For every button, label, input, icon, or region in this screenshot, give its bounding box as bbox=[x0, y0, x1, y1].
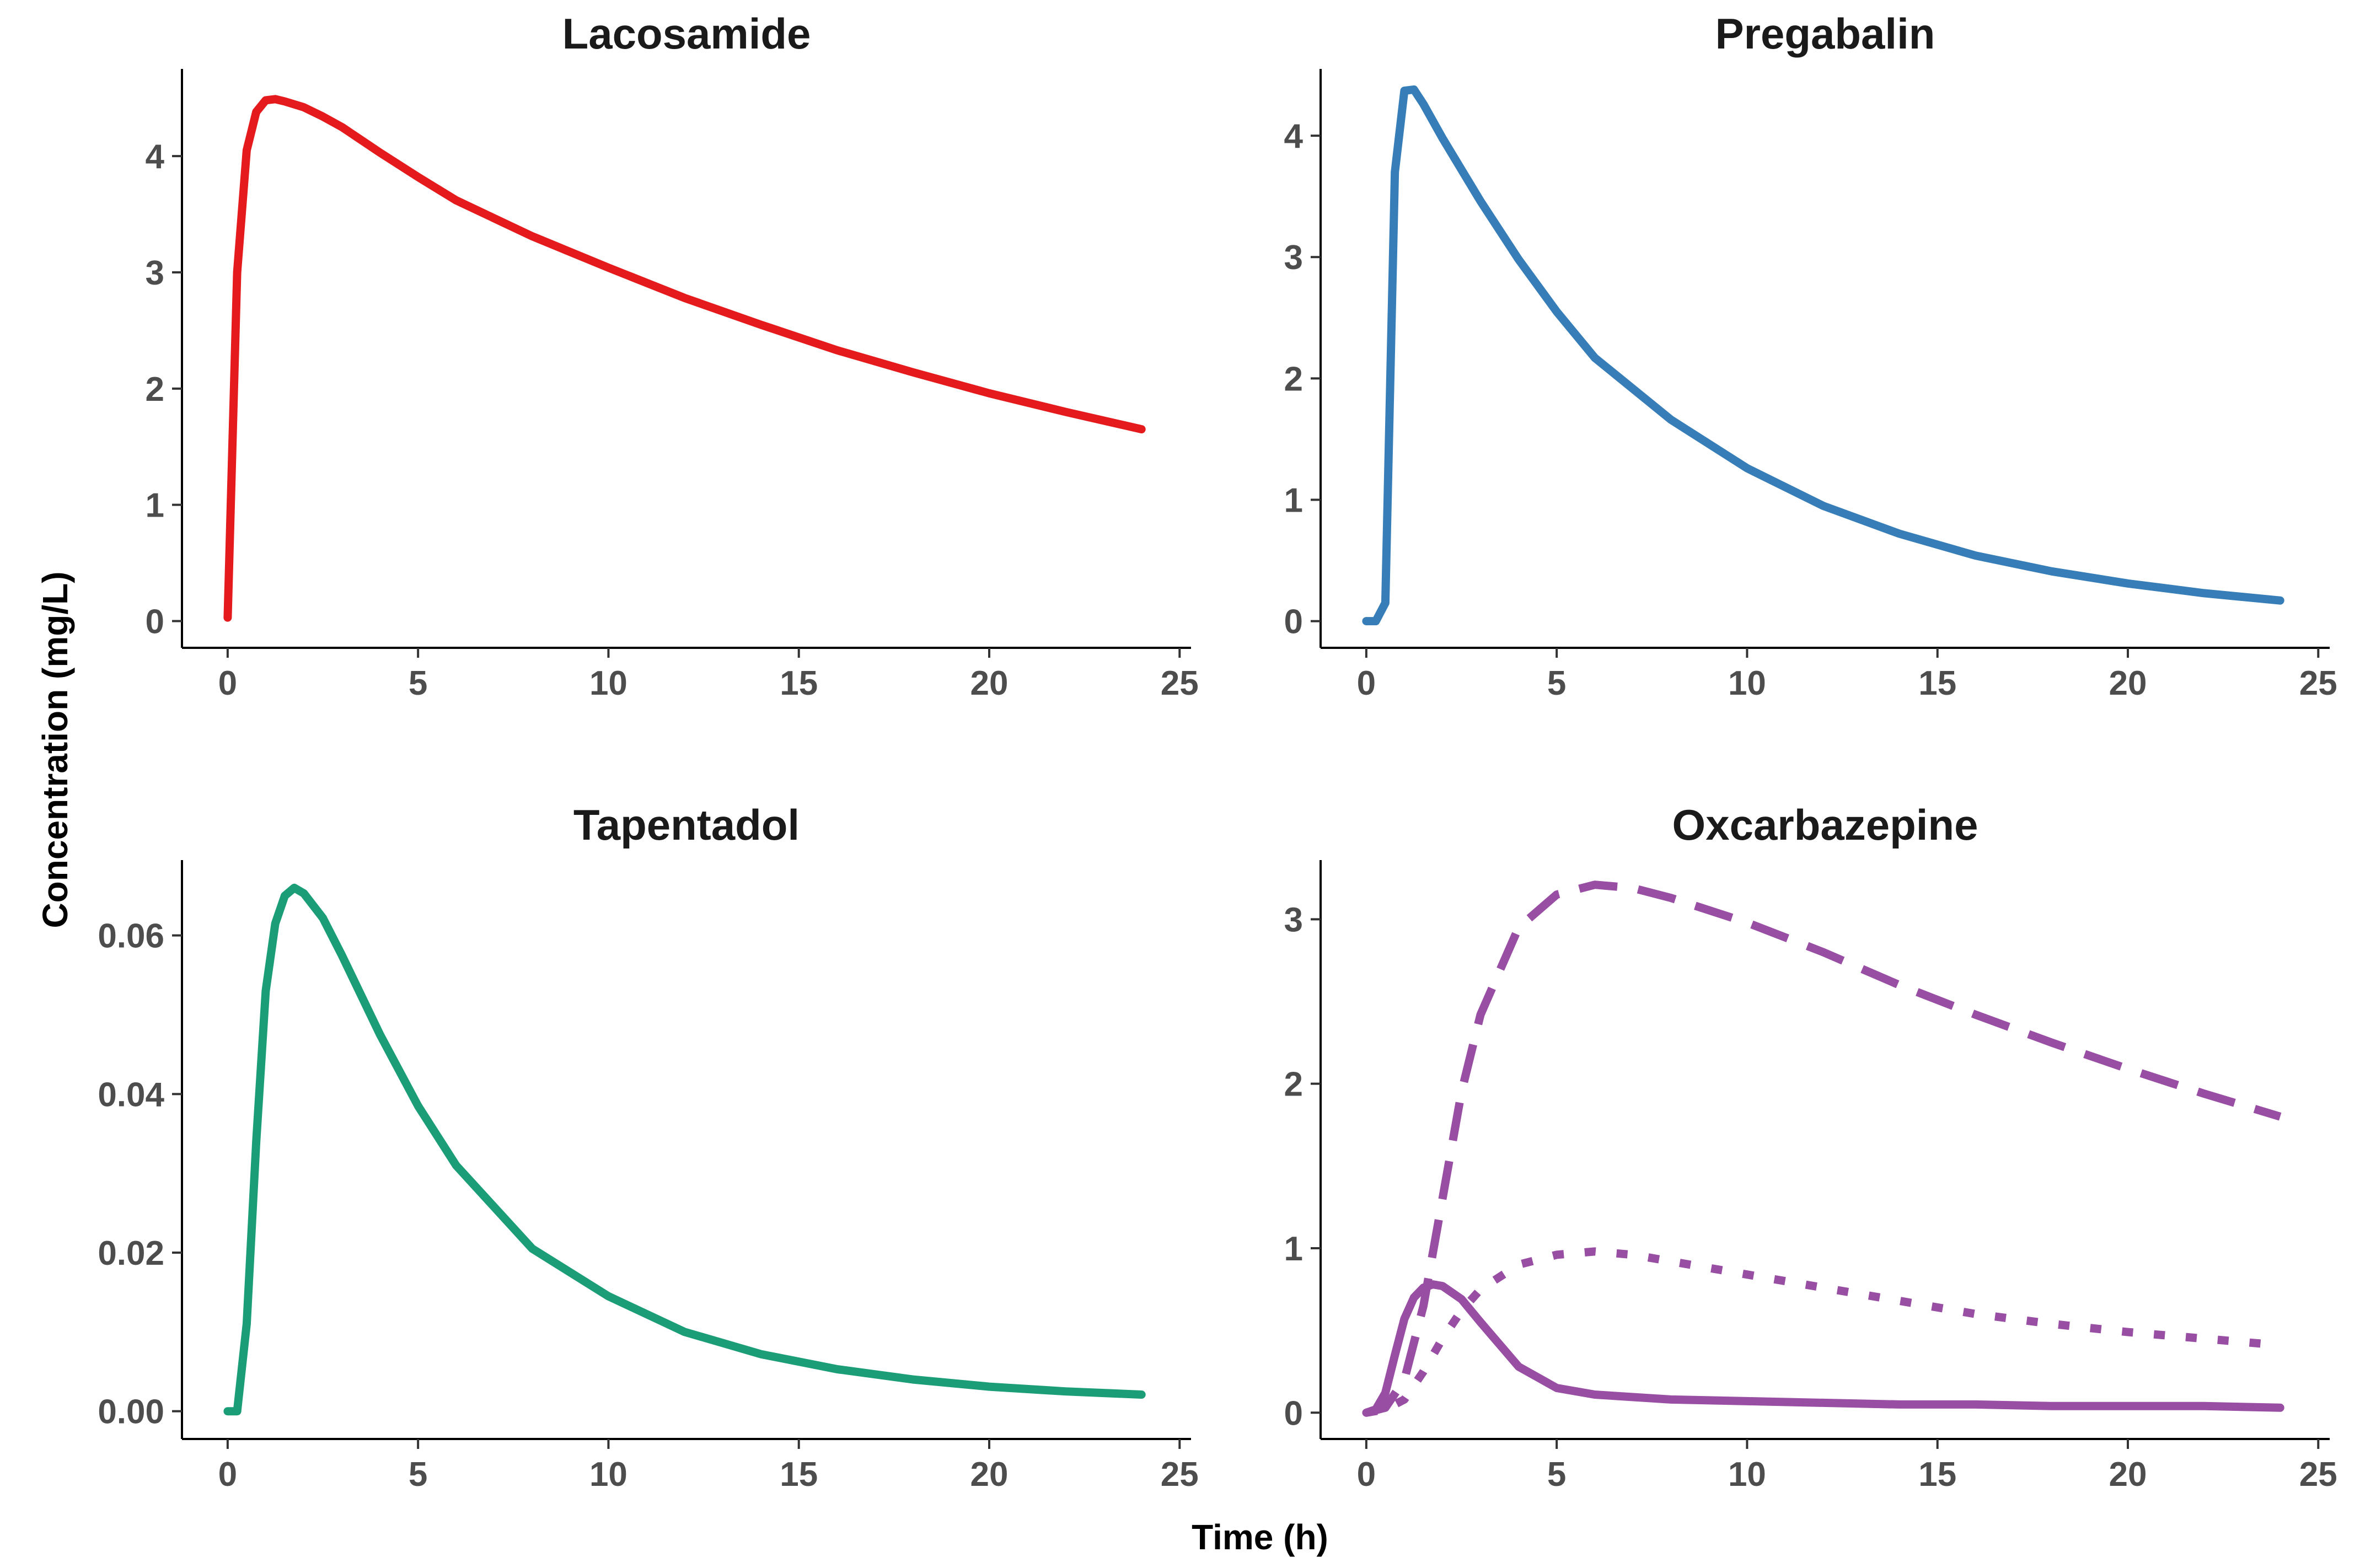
x-tick-label: 15 bbox=[780, 1456, 818, 1494]
y-tick-label: 1 bbox=[1284, 1230, 1303, 1268]
y-tick-label: 3 bbox=[146, 254, 164, 292]
x-tick-label: 0 bbox=[1357, 1456, 1376, 1494]
panel-title-lacosamide: Lacosamide bbox=[562, 9, 811, 58]
y-tick-label: 3 bbox=[1284, 901, 1303, 939]
panel-title-oxcarbazepine: Oxcarbazepine bbox=[1672, 801, 1978, 849]
y-tick-label: 0.00 bbox=[98, 1393, 164, 1431]
panel-lacosamide: Lacosamide 0 5 10 15 20 25 0 1 2 3 4 bbox=[146, 9, 1199, 702]
x-tick-label: 5 bbox=[409, 664, 427, 702]
y-tick-label: 4 bbox=[146, 138, 165, 176]
x-tick-label: 0 bbox=[218, 664, 237, 702]
x-tick-label: 5 bbox=[409, 1456, 427, 1494]
y-tick-label: 0 bbox=[1284, 1394, 1303, 1432]
x-tick-label: 20 bbox=[970, 1456, 1009, 1494]
y-tick-label: 4 bbox=[1284, 117, 1304, 155]
x-tick-label: 15 bbox=[1918, 1456, 1956, 1494]
series-line-pregabalin-solid bbox=[1362, 85, 2284, 626]
panel-tapentadol: Tapentadol 0 5 10 15 20 25 0.00 0.02 0.04 0.06 bbox=[98, 801, 1198, 1494]
y-tick-label: 0.02 bbox=[98, 1234, 164, 1272]
x-tick-label: 25 bbox=[1161, 664, 1199, 702]
x-tick-label: 10 bbox=[589, 664, 627, 702]
x-tick-label: 10 bbox=[589, 1456, 627, 1494]
x-tick-label: 20 bbox=[2109, 664, 2147, 702]
series-line-oxcarbazepine-dotted bbox=[1365, 1247, 2281, 1417]
x-tick-label: 10 bbox=[1728, 664, 1766, 702]
panel-oxcarbazepine: Oxcarbazepine 0 5 10 15 20 25 0 1 2 3 bbox=[1284, 801, 2337, 1494]
panel-pregabalin: Pregabalin 0 5 10 15 20 25 0 1 2 3 4 bbox=[1284, 9, 2337, 702]
x-tick-label: 10 bbox=[1728, 1456, 1766, 1494]
x-tick-label: 25 bbox=[2299, 664, 2337, 702]
x-tick-label: 15 bbox=[780, 664, 818, 702]
x-tick-label: 0 bbox=[218, 1456, 237, 1494]
series-line-oxcarbazepine-solid bbox=[1362, 1280, 2284, 1417]
series-line-oxcarbazepine-dashed bbox=[1365, 880, 2282, 1417]
x-tick-label: 25 bbox=[1161, 1456, 1199, 1494]
series-line-lacosamide-solid bbox=[223, 95, 1146, 622]
y-tick-label: 0.04 bbox=[98, 1076, 164, 1114]
y-axis-title: Concentration (mg/L) bbox=[35, 571, 75, 928]
y-tick-label: 0 bbox=[146, 603, 164, 641]
panel-title-tapentadol: Tapentadol bbox=[573, 801, 800, 849]
y-tick-label: 1 bbox=[1284, 481, 1303, 519]
series-line-tapentadol-solid bbox=[223, 883, 1146, 1416]
y-tick-label: 3 bbox=[1284, 239, 1303, 277]
x-tick-label: 15 bbox=[1918, 664, 1956, 702]
x-tick-label: 0 bbox=[1357, 664, 1376, 702]
x-tick-label: 5 bbox=[1547, 1456, 1566, 1494]
x-tick-label: 25 bbox=[2299, 1456, 2337, 1494]
y-tick-label: 2 bbox=[1284, 360, 1303, 398]
y-tick-label: 1 bbox=[146, 487, 164, 525]
y-tick-label: 0.06 bbox=[98, 917, 164, 955]
panel-title-pregabalin: Pregabalin bbox=[1715, 9, 1935, 58]
x-tick-label: 20 bbox=[970, 664, 1009, 702]
y-tick-label: 0 bbox=[1284, 603, 1303, 641]
x-tick-label: 20 bbox=[2109, 1456, 2147, 1494]
y-tick-label: 2 bbox=[1284, 1066, 1303, 1104]
x-tick-label: 5 bbox=[1547, 664, 1566, 702]
x-axis-title: Time (h) bbox=[1192, 1517, 1328, 1557]
y-tick-label: 2 bbox=[146, 370, 164, 409]
